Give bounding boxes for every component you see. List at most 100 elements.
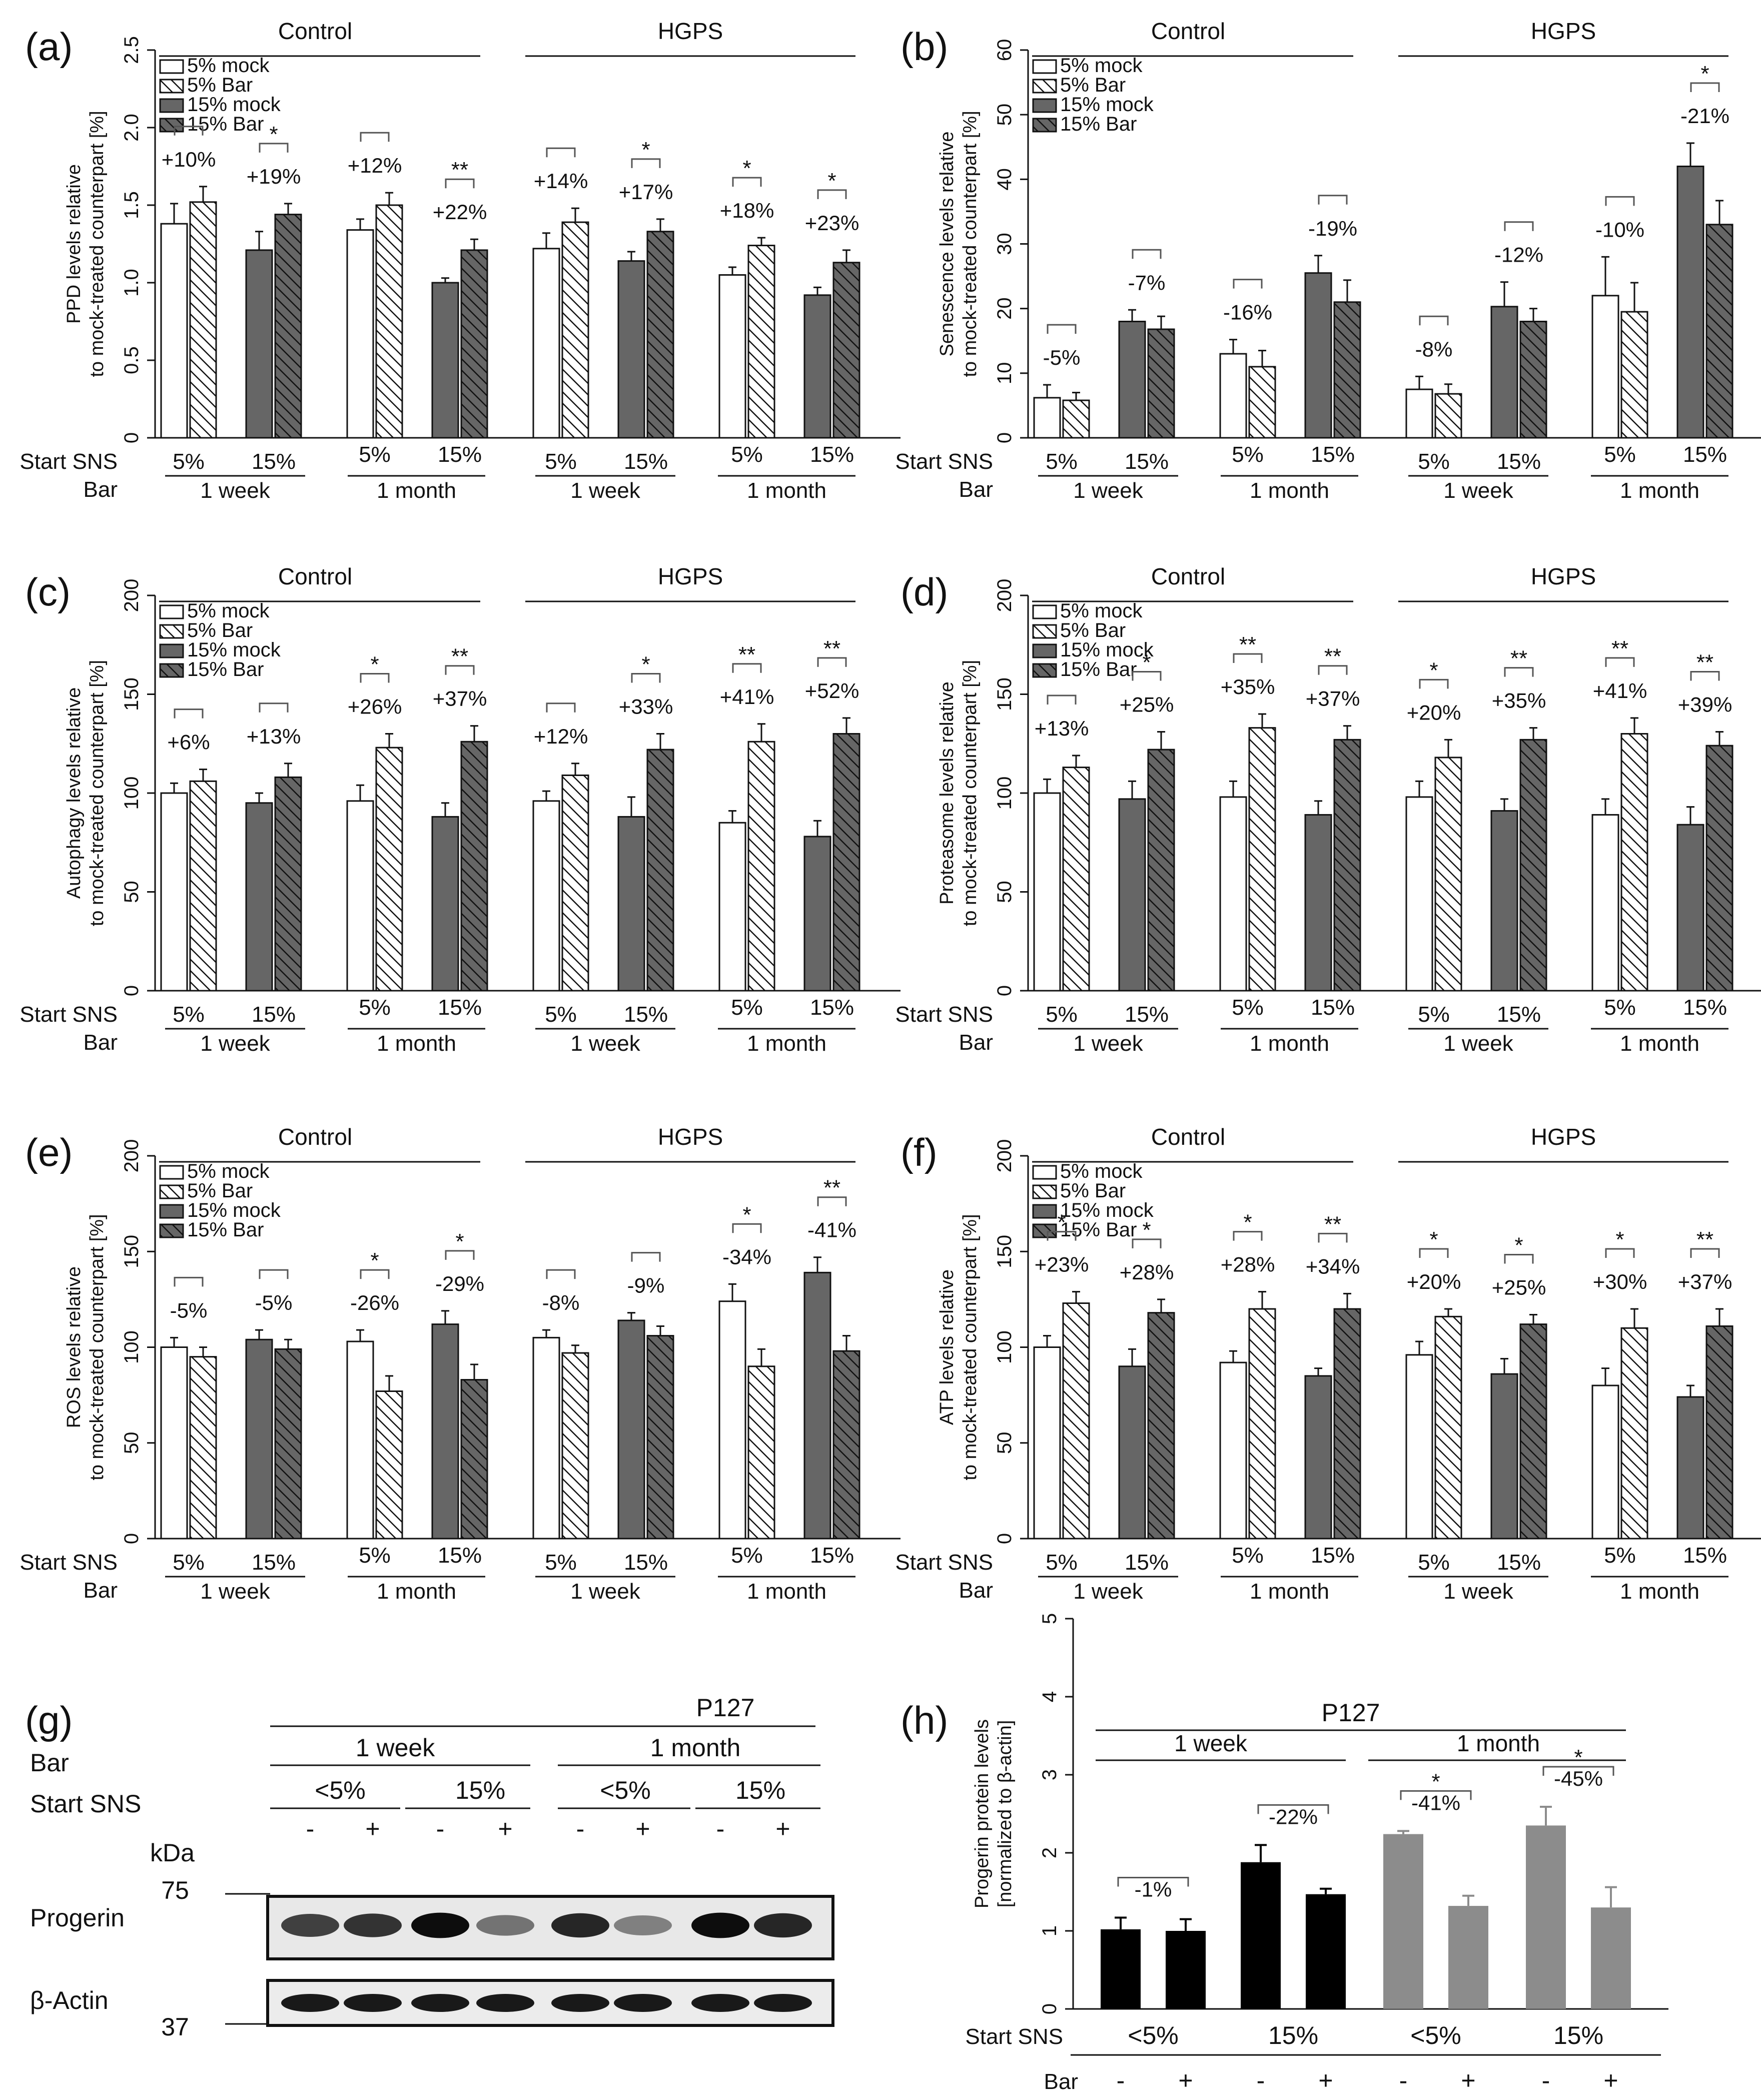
significance-stars: * — [742, 1202, 751, 1227]
legend-entry: 15% Bar — [1060, 658, 1137, 680]
percent-change-label: -29% — [435, 1272, 484, 1295]
group-header-hgps: HGPS — [658, 1124, 723, 1150]
percent-change-label: -5% — [170, 1298, 208, 1322]
bar-sign: - — [1117, 2066, 1125, 2094]
bar — [1591, 295, 1619, 439]
duration-label: 1 month — [1250, 1579, 1329, 1604]
bar — [1333, 301, 1361, 439]
bar — [1304, 814, 1332, 992]
significance-stars: * — [1615, 1227, 1624, 1252]
bar-sign: - — [1257, 2066, 1265, 2094]
panel-a: (a) 0 0.5 1.0 1.5 2.0 2.5 PPD levels relative to… — [20, 18, 901, 503]
legend-entry: 5% mock — [1060, 600, 1143, 622]
significance-stars: * — [1574, 1745, 1582, 1770]
significance-stars: * — [641, 138, 650, 162]
percent-change-label: +34% — [1306, 1254, 1360, 1278]
bar — [1383, 1834, 1423, 2009]
row-label-actin: β-Actin — [30, 1986, 109, 2014]
significance-stars: * — [1243, 1210, 1252, 1235]
bar — [1434, 757, 1462, 992]
significance-bracket — [732, 1223, 762, 1233]
legend-entry: 5% Bar — [187, 1180, 253, 1202]
duration-label: 1 week — [570, 1031, 640, 1056]
legend-swatch — [159, 1223, 184, 1238]
significance-bracket — [445, 1250, 475, 1260]
y-tick-label: 1.5 — [121, 191, 143, 219]
percent-change-label: -41% — [807, 1218, 856, 1242]
duration-label: 1 month — [377, 1031, 456, 1056]
significance-stars: * — [1057, 1210, 1066, 1235]
progerin-band — [614, 1915, 672, 1935]
significance-stars: * — [370, 652, 379, 677]
y-tick-label: 1 — [1039, 1925, 1061, 1936]
start-sns-tick: 15% — [810, 995, 854, 1020]
legend-entry: 15% mock — [187, 639, 281, 661]
bar-row-label: Bar — [1044, 2069, 1078, 2094]
percent-change-label: -8% — [542, 1291, 580, 1314]
y-axis-label: PPD levels relative — [64, 164, 85, 324]
y-tick-label: 100 — [994, 1330, 1016, 1364]
start-sns-tick: 15% — [1311, 995, 1355, 1020]
bar — [617, 816, 645, 992]
legend-entry: 5% Bar — [1060, 1180, 1126, 1202]
start-sns-tick: 5% — [173, 449, 205, 474]
duration-label: 1 week — [1443, 478, 1513, 503]
marker-75: 75 — [161, 1876, 189, 1904]
group-header-hgps: HGPS — [1531, 18, 1596, 44]
y-axis-label: Progerin protein levels — [972, 1719, 993, 1908]
start-sns-tick: 5% — [731, 442, 763, 467]
start-sns-row-label: Start SNS — [20, 1002, 118, 1027]
bar — [1147, 1312, 1175, 1540]
legend-swatch — [1032, 59, 1057, 74]
bar — [1306, 1894, 1346, 2009]
bar — [274, 776, 302, 992]
legend-entry: 15% Bar — [1060, 113, 1137, 135]
bar — [1405, 1354, 1433, 1540]
bar — [346, 800, 374, 992]
bar — [1705, 224, 1733, 439]
significance-bracket — [1132, 1238, 1162, 1248]
start-sns-row-label: Start SNS — [20, 449, 118, 474]
actin-band — [344, 1994, 402, 2012]
y-tick-label: 20 — [994, 297, 1016, 320]
bar — [245, 249, 273, 439]
panel-e: (e) 0 50 100 150 200 ROS levels relative to moc… — [20, 1124, 901, 1604]
significance-bracket — [259, 1269, 289, 1279]
y-tick-label: 100 — [121, 777, 143, 810]
y-tick-label: 0.5 — [121, 346, 143, 374]
bar — [460, 1379, 488, 1540]
y-tick-label: 0 — [994, 432, 1016, 443]
significance-stars: ** — [1324, 1212, 1341, 1236]
bar — [1219, 796, 1247, 992]
percent-change-label: +33% — [619, 695, 673, 719]
percent-change-label: -8% — [1415, 337, 1453, 361]
start-sns-row-label: Start SNS — [895, 1002, 993, 1027]
y-axis-label: to mock-treated counterpart [%] — [87, 660, 108, 926]
duration-label: 1 month — [1620, 1579, 1699, 1604]
bar — [1033, 397, 1061, 439]
significance-bracket — [1419, 315, 1449, 326]
significance-bracket — [1605, 196, 1635, 206]
percent-change-label: +30% — [1593, 1270, 1647, 1293]
bar — [646, 231, 674, 439]
significance-stars: * — [827, 169, 836, 193]
significance-bracket — [360, 132, 390, 142]
start-sns-tick: 5% — [359, 995, 391, 1020]
blot-sign: + — [498, 1815, 512, 1843]
significance-bracket — [1047, 694, 1077, 705]
y-axis-label: Proteasome levels relative — [937, 681, 958, 905]
start-sns-tick: 5% — [1418, 449, 1450, 474]
actin-band — [754, 1994, 812, 2012]
duration-label: 1 week — [1073, 1579, 1143, 1604]
legend-swatch — [159, 79, 184, 94]
legend-swatch — [159, 604, 184, 619]
legend-swatch — [159, 663, 184, 678]
bar-sign: + — [1461, 2066, 1475, 2094]
start-sns-tick: 5% — [1232, 442, 1264, 467]
start-sns-tick: 15% — [1683, 442, 1727, 467]
bar — [1147, 328, 1175, 439]
bar — [245, 1338, 273, 1540]
bar — [1620, 1327, 1648, 1540]
significance-bracket — [1605, 1248, 1635, 1258]
significance-bracket — [817, 657, 847, 667]
